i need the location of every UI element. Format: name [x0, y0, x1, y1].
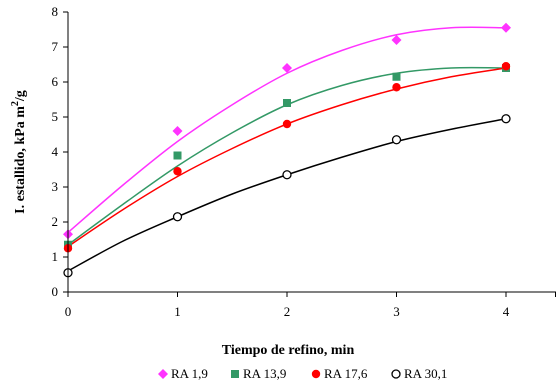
y-tick-label: 6 [52, 74, 59, 89]
x-tick-label: 4 [503, 304, 510, 319]
legend-marker-3 [391, 369, 401, 379]
data-point-series-3 [391, 135, 402, 145]
data-point-series-0 [501, 22, 511, 33]
y-axis-title-main: I. estallido, kPa m [13, 106, 28, 214]
data-point-series-2 [501, 62, 511, 71]
x-axis-title: Tiempo de refino, min [222, 343, 355, 358]
legend-marker-1 [231, 370, 239, 378]
legend-label-0: RA 1,9 [171, 366, 208, 381]
y-tick-label: 5 [52, 109, 59, 124]
y-tick-label: 1 [52, 249, 59, 264]
data-point-series-2 [173, 167, 182, 176]
data-point-series-2 [392, 83, 401, 92]
x-tick-label: 0 [65, 304, 72, 319]
series-fit-line-1 [67, 66, 507, 246]
x-tick-label: 2 [284, 304, 291, 319]
y-tick-label: 2 [52, 214, 59, 229]
y-axis-title-superscript: 2 [10, 101, 21, 106]
data-point-series-3 [501, 114, 511, 124]
legend-label-2: RA 17,6 [324, 366, 368, 381]
ticks: 0 1 2 3 4 5 6 7 8 0 1 2 3 4 [52, 4, 556, 319]
axes [67, 12, 556, 293]
series-fit-line-3 [67, 118, 507, 272]
data-point-series-3 [172, 212, 183, 222]
data-point-series-1 [392, 72, 401, 81]
data-point-series-0 [282, 63, 292, 73]
y-axis-title: I. estallido, kPa m2/g [10, 90, 28, 214]
legend: RA 1,9 RA 13,9 RA 17,6 RA 30,1 [158, 366, 447, 381]
y-tick-label: 8 [52, 4, 59, 19]
data-point-series-2 [282, 119, 292, 129]
legend-marker-0 [158, 369, 168, 379]
y-tick-label: 3 [52, 179, 59, 194]
data-point-series-3 [282, 170, 292, 180]
legend-label-3: RA 30,1 [404, 366, 447, 381]
y-tick-label: 7 [52, 39, 59, 54]
legend-label-1: RA 13,9 [243, 366, 286, 381]
data-point-series-0 [391, 35, 402, 45]
series-fit-line-2 [67, 67, 507, 248]
x-tick-label: 1 [174, 304, 181, 319]
data-point-series-0 [172, 126, 183, 136]
legend-marker-2 [311, 369, 321, 379]
y-axis-title-tail: /g [13, 90, 28, 102]
markers [63, 22, 511, 278]
data-point-series-1 [173, 151, 182, 160]
y-tick-label: 0 [52, 284, 59, 299]
series-fit-line-0 [67, 26, 507, 234]
data-point-series-1 [283, 99, 291, 107]
x-tick-label: 3 [393, 304, 400, 319]
y-tick-label: 4 [52, 144, 59, 159]
